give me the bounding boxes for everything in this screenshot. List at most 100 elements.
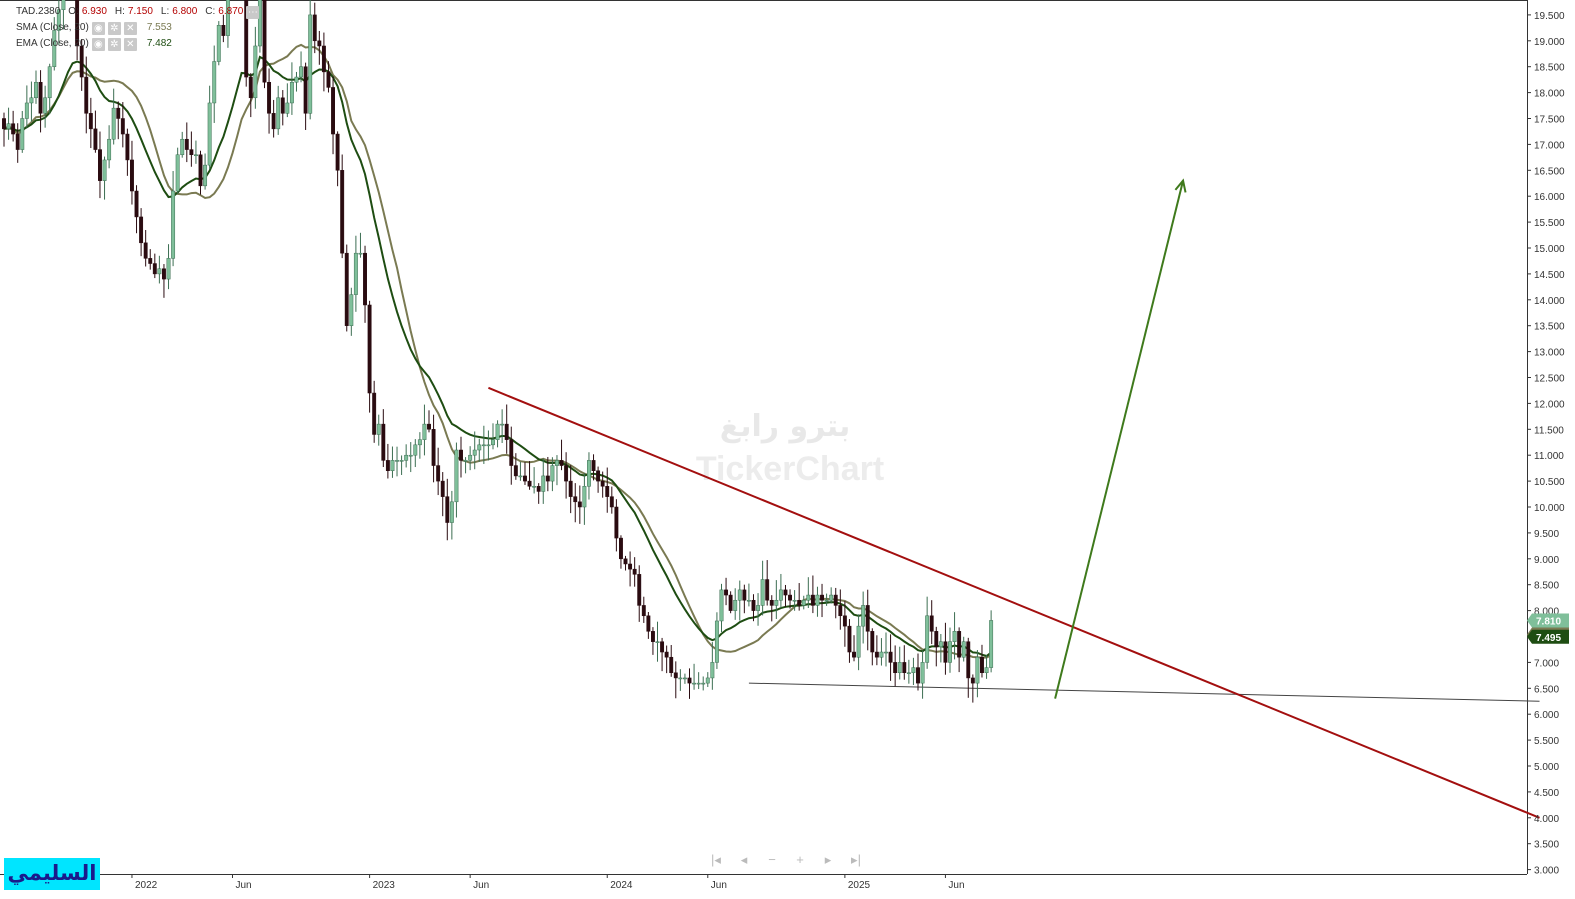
candle xyxy=(61,0,66,30)
candle xyxy=(957,627,962,673)
more-icon[interactable]: ⋯ xyxy=(246,5,260,19)
settings-gear-icon[interactable]: ✲ xyxy=(107,37,121,51)
candle-down xyxy=(431,429,436,466)
candle xyxy=(285,83,290,118)
candle xyxy=(289,62,294,115)
candle xyxy=(299,51,304,83)
candle-up xyxy=(961,641,966,658)
candle-down xyxy=(271,113,276,130)
candle-up xyxy=(491,439,495,446)
zoom-in-icon[interactable]: + xyxy=(796,852,804,867)
x-tick-label: 2024 xyxy=(610,880,633,891)
visibility-icon[interactable]: ◉ xyxy=(91,21,105,35)
candle-down xyxy=(139,216,144,244)
candle xyxy=(701,676,706,691)
open-value: 6.930 xyxy=(81,6,107,17)
candle-up xyxy=(550,465,555,482)
candle xyxy=(162,264,166,298)
candle xyxy=(934,626,939,667)
candle-down xyxy=(385,460,390,471)
candle-up xyxy=(111,107,116,140)
x-tick-label: Jun xyxy=(948,880,964,891)
candle xyxy=(79,39,84,91)
candle xyxy=(513,453,518,480)
candle xyxy=(193,140,198,164)
candle xyxy=(408,442,413,473)
candle xyxy=(321,32,326,92)
candle xyxy=(15,123,20,163)
scroll-end-icon[interactable]: ▸| xyxy=(851,852,861,867)
candle xyxy=(294,71,299,92)
scroll-right-icon[interactable]: ▸ xyxy=(824,852,832,867)
candle-up xyxy=(920,662,925,684)
high-label: H: xyxy=(114,6,125,17)
candle xyxy=(481,425,486,464)
candle-up xyxy=(289,81,294,104)
candle-down xyxy=(312,14,317,42)
candle-up xyxy=(29,97,34,104)
candle xyxy=(678,669,683,691)
candle-down xyxy=(248,76,253,99)
candle-up xyxy=(404,454,409,461)
candle xyxy=(838,589,843,630)
candle xyxy=(591,454,596,481)
x-tick-label: Jun xyxy=(473,880,489,891)
candle-down xyxy=(125,133,130,161)
candle-up xyxy=(472,449,477,456)
candle-down xyxy=(198,154,203,187)
candle-up xyxy=(157,268,162,275)
candle-up xyxy=(824,599,829,602)
candle xyxy=(427,410,431,433)
y-tick-label: 9.000 xyxy=(1534,555,1559,566)
candle-up xyxy=(906,672,911,675)
candle-down xyxy=(893,662,898,674)
candle-up xyxy=(171,190,176,259)
candle xyxy=(687,668,692,699)
candle xyxy=(449,490,454,540)
candle-down xyxy=(436,465,441,482)
open-label: O: xyxy=(68,6,79,17)
candle-down xyxy=(130,159,134,192)
candle-down xyxy=(513,465,518,477)
candle xyxy=(966,637,971,698)
candle-down xyxy=(852,651,856,658)
zoom-out-icon[interactable]: − xyxy=(768,852,776,867)
candle-up xyxy=(911,667,916,674)
close-icon[interactable]: ✕ xyxy=(123,37,137,51)
candle-up xyxy=(856,625,861,658)
candle-up xyxy=(422,423,427,440)
candle-up xyxy=(989,620,994,668)
symbol-label: TAD.2380 xyxy=(16,6,61,17)
candle xyxy=(107,125,112,169)
candle-up xyxy=(463,460,468,462)
candle xyxy=(733,588,738,620)
candle xyxy=(381,409,386,468)
candle xyxy=(861,591,866,644)
trendline-group xyxy=(488,386,1540,819)
settings-gear-icon[interactable]: ✲ xyxy=(107,21,121,35)
candle xyxy=(125,128,130,176)
candle-down xyxy=(372,392,377,435)
y-tick-label: 13.000 xyxy=(1534,348,1565,359)
candle xyxy=(130,140,134,205)
ohlc-row: TAD.2380 O: 6.930 H: 7.150 L: 6.800 C: 6… xyxy=(16,4,260,20)
candle xyxy=(399,455,404,475)
close-icon[interactable]: ✕ xyxy=(123,21,137,35)
ema-value: 7.482 xyxy=(146,38,172,49)
candle xyxy=(504,404,509,454)
scroll-left-icon[interactable]: ◂ xyxy=(740,852,748,867)
candle-down xyxy=(363,252,367,306)
candle-down xyxy=(93,128,98,150)
y-tick-label: 10.500 xyxy=(1534,477,1565,488)
visibility-icon[interactable]: ◉ xyxy=(91,37,105,51)
y-tick-label: 19.000 xyxy=(1534,37,1565,48)
candle-up xyxy=(518,475,523,478)
candle xyxy=(646,612,651,639)
candle-down xyxy=(2,118,6,130)
price-badge: 7.495 xyxy=(1527,629,1569,644)
candle-up xyxy=(948,641,952,663)
scroll-start-icon[interactable]: |◂ xyxy=(711,852,721,867)
candle xyxy=(417,432,422,459)
y-tick-label: 17.500 xyxy=(1534,115,1565,126)
